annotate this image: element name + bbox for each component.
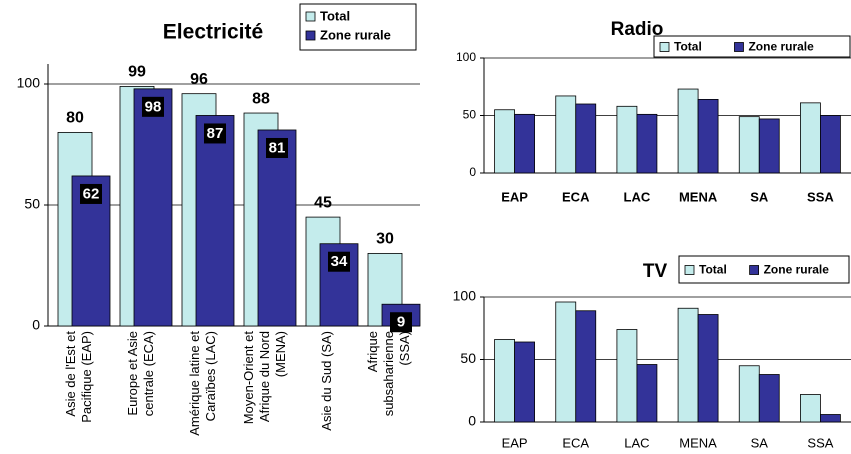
bar: [820, 414, 841, 423]
x-tick-label: Amérique latine et Caraïbes (LAC): [187, 331, 218, 436]
legend-label: Total: [674, 40, 702, 54]
x-tick-label: SA: [751, 435, 769, 450]
bar: [800, 394, 821, 423]
chart-title: Radio: [611, 19, 664, 40]
data-label: 34: [331, 253, 348, 270]
data-label: 45: [314, 194, 332, 211]
legend-swatch: [305, 11, 316, 22]
x-tick-label: Europe et Asie centrale (ECA): [125, 331, 156, 417]
y-tick-label: 0: [468, 413, 476, 429]
data-label-box: [204, 123, 226, 144]
x-tick-label: MENA: [679, 435, 717, 450]
chart-title: Electricité: [163, 21, 263, 44]
x-tick-label: EAP: [501, 189, 528, 204]
bar: [758, 118, 780, 174]
bar: [636, 364, 658, 423]
bar: [494, 339, 515, 423]
bar: [738, 116, 760, 174]
legend-swatch: [684, 265, 695, 275]
bar: [575, 103, 597, 174]
bar: [697, 314, 719, 423]
data-label-box: [266, 137, 288, 158]
x-tick-label: ECA: [562, 189, 590, 204]
y-tick-label: 100: [456, 50, 476, 64]
bar: [677, 307, 699, 423]
y-tick-label: 50: [24, 196, 40, 212]
bar: [738, 365, 760, 423]
data-label: 96: [190, 71, 208, 88]
legend-swatch: [734, 42, 744, 52]
data-label: 99: [128, 64, 146, 81]
bar: [616, 105, 638, 174]
bar: [514, 341, 535, 423]
x-tick-label: Moyen-Orient et Afrique du Nord (MENA): [241, 331, 288, 425]
x-tick-label: Afrique subsaharienne (SSA): [365, 331, 412, 417]
bar: [555, 301, 577, 423]
data-label: 81: [269, 139, 286, 156]
legend-swatch: [305, 30, 316, 41]
y-tick-label: 100: [453, 288, 477, 304]
y-tick-label: 50: [463, 108, 477, 122]
legend-label: Total: [320, 8, 350, 23]
legend-box: [653, 35, 851, 58]
bar: [800, 102, 821, 174]
data-label-box: [328, 251, 350, 272]
x-tick-label: LAC: [624, 435, 649, 450]
x-tick-label: MENA: [679, 189, 718, 204]
bar: [677, 88, 699, 174]
data-label: 87: [207, 125, 224, 142]
x-tick-label: LAC: [624, 189, 651, 204]
x-tick-label: Asie du Sud (SA): [319, 331, 334, 431]
data-label-box: [142, 96, 164, 117]
legend-label: Zone rurale: [748, 40, 814, 54]
chart-title: TV: [643, 261, 668, 282]
y-tick-label: 0: [469, 165, 476, 179]
data-label: 88: [252, 90, 270, 107]
bar: [257, 129, 297, 327]
bar: [758, 374, 780, 423]
legend-box: [299, 3, 417, 51]
data-label: 62: [83, 185, 100, 202]
data-label: 30: [376, 231, 394, 248]
x-tick-label: SSA: [807, 435, 833, 450]
bar: [820, 115, 841, 174]
y-tick-label: 100: [17, 75, 41, 91]
legend-swatch: [659, 42, 670, 52]
y-tick-label: 0: [32, 317, 40, 333]
legend-box: [678, 255, 850, 284]
bar: [616, 329, 638, 423]
bar: [636, 113, 658, 174]
bar: [494, 109, 515, 174]
bar: [195, 115, 235, 327]
x-tick-label: SSA: [807, 189, 834, 204]
x-tick-label: Asie de l'Est et Pacifique (EAP): [63, 331, 94, 423]
x-tick-label: ECA: [562, 435, 589, 450]
legend-label: Zone rurale: [764, 263, 830, 277]
legend-label: Zone rurale: [320, 27, 391, 42]
bar: [575, 310, 597, 423]
y-tick-label: 50: [460, 350, 476, 366]
bar: [555, 95, 577, 174]
data-label: 80: [66, 110, 84, 127]
data-label-box: [390, 312, 412, 333]
bar: [133, 88, 173, 327]
data-label: 9: [397, 314, 405, 331]
bar: [697, 99, 719, 174]
legend-label: Total: [699, 263, 727, 277]
legend-swatch: [749, 265, 759, 275]
data-label: 98: [145, 98, 162, 115]
data-label-box: [80, 183, 102, 204]
x-tick-label: SA: [750, 189, 769, 204]
bar: [514, 113, 535, 174]
x-tick-label: EAP: [502, 435, 528, 450]
